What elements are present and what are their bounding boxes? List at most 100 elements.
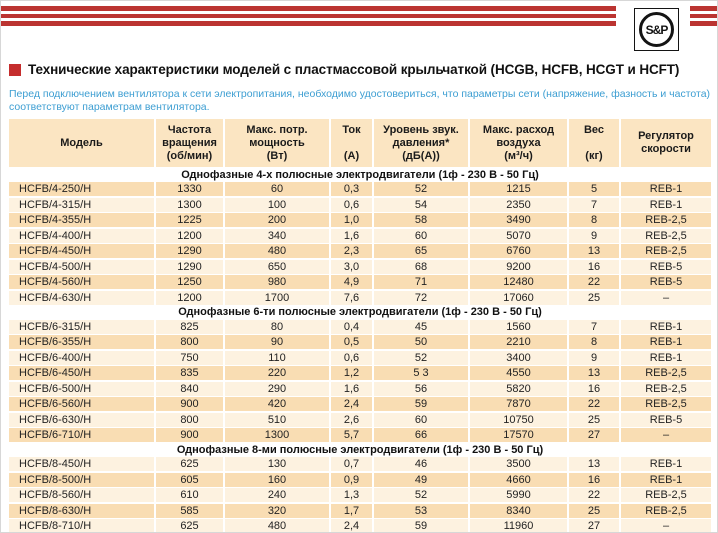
header-cell-line: скорости [641, 143, 691, 155]
value-cell: 9 [569, 228, 619, 243]
value-cell: REB-1 [621, 350, 711, 365]
value-cell: 0,6 [331, 350, 372, 365]
table-row: HCFB/4-500/H 1290 650 3,0 68 9200 16 REB-5 [9, 259, 711, 274]
value-cell: 200 [225, 213, 329, 227]
value-cell: REB-2,5 [621, 213, 711, 227]
value-cell: 2350 [470, 197, 567, 212]
header-cell: Модель [9, 119, 154, 167]
value-cell: 16 [569, 259, 619, 274]
table-row: HCFB/6-500/H 840 290 1,6 56 5820 16 REB-2,5 [9, 381, 711, 396]
value-cell: 900 [156, 428, 223, 442]
value-cell: 510 [225, 412, 329, 427]
value-cell: 6760 [470, 244, 567, 258]
header-cell-line: (кг) [585, 149, 603, 162]
value-cell: REB-2,5 [621, 244, 711, 258]
table-row: HCFB/4-355/H 1225 200 1,0 58 3490 8 REB-2,5 [9, 213, 711, 227]
model-cell: HCFB/4-630/H [9, 290, 154, 305]
section-header: Однофазные 4-х полюсные электродвигатели… [9, 168, 711, 181]
value-cell: 0,3 [331, 182, 372, 196]
value-cell: 1300 [156, 197, 223, 212]
table-row: HCFB/4-560/H 1250 980 4,9 71 12480 22 REB-5 [9, 275, 711, 289]
value-cell: 110 [225, 350, 329, 365]
value-cell: 68 [374, 259, 468, 274]
value-cell: 4550 [470, 366, 567, 380]
value-cell: 58 [374, 213, 468, 227]
value-cell: 980 [225, 275, 329, 289]
value-cell: 7 [569, 197, 619, 212]
value-cell: 1,7 [331, 503, 372, 518]
value-cell: 4,9 [331, 275, 372, 289]
value-cell: 60 [374, 412, 468, 427]
value-cell: 65 [374, 244, 468, 258]
table-row: HCFB/8-450/H 625 130 0,7 46 3500 13 REB-1 [9, 457, 711, 471]
header-cell: Ток (А) [331, 119, 372, 167]
value-cell: 12480 [470, 275, 567, 289]
table-row: HCFB/6-560/H 900 420 2,4 59 7870 22 REB-2,5 [9, 397, 711, 411]
value-cell: 52 [374, 488, 468, 502]
value-cell: 2,6 [331, 412, 372, 427]
value-cell: 2,4 [331, 397, 372, 411]
value-cell: 340 [225, 228, 329, 243]
model-cell: HCFB/8-500/H [9, 472, 154, 487]
value-cell: 1300 [225, 428, 329, 442]
value-cell: 80 [225, 319, 329, 334]
header-cell: Вес (кг) [569, 119, 619, 167]
value-cell: 45 [374, 319, 468, 334]
value-cell: REB-5 [621, 259, 711, 274]
header-cell: Уровень звук. давления* (дБ(А)) [374, 119, 468, 167]
value-cell: 25 [569, 503, 619, 518]
model-cell: HCFB/4-355/H [9, 213, 154, 227]
table-row: HCFB/4-450/H 1290 480 2,3 65 6760 13 REB-2,5 [9, 244, 711, 258]
table-row: HCFB/6-315/H 825 80 0,4 45 1560 7 REB-1 [9, 319, 711, 334]
table-row: HCFB/4-315/H 1300 100 0,6 54 2350 7 REB-1 [9, 197, 711, 212]
header-cell-line: воздуха [496, 136, 541, 149]
sp-logo: S&P [634, 8, 679, 51]
header-cell-line: (Вт) [266, 149, 288, 162]
value-cell: – [621, 290, 711, 305]
value-cell: 835 [156, 366, 223, 380]
header-cell-line: Макс. потр. [246, 123, 308, 136]
value-cell: REB-2,5 [621, 397, 711, 411]
value-cell: 49 [374, 472, 468, 487]
value-cell: 825 [156, 319, 223, 334]
value-cell: 13 [569, 366, 619, 380]
value-cell: 7,6 [331, 290, 372, 305]
value-cell: 1200 [156, 290, 223, 305]
page-title: Технические характеристики моделей с пла… [28, 62, 680, 77]
value-cell: – [621, 428, 711, 442]
model-cell: HCFB/6-355/H [9, 335, 154, 349]
value-cell: 650 [225, 259, 329, 274]
value-cell: 66 [374, 428, 468, 442]
model-cell: HCFB/8-630/H [9, 503, 154, 518]
section-header: Однофазные 8-ми полюсные электродвигател… [9, 443, 711, 456]
value-cell: 11960 [470, 519, 567, 532]
value-cell: 71 [374, 275, 468, 289]
section-header: Однофазные 6-ти полюсные электродвигател… [9, 306, 711, 318]
value-cell: 3490 [470, 213, 567, 227]
table-row: HCFB/6-630/H 800 510 2,6 60 10750 25 REB-5 [9, 412, 711, 427]
top-stripe [1, 6, 717, 11]
header-cell-line: Регулятор [638, 130, 694, 142]
value-cell: 7870 [470, 397, 567, 411]
value-cell: 800 [156, 412, 223, 427]
value-cell: 8340 [470, 503, 567, 518]
value-cell: 1,0 [331, 213, 372, 227]
value-cell: 1700 [225, 290, 329, 305]
top-stripe [1, 21, 717, 26]
value-cell: 2210 [470, 335, 567, 349]
table-row: HCFB/8-560/H 610 240 1,3 52 5990 22 REB-2,5 [9, 488, 711, 502]
value-cell: 750 [156, 350, 223, 365]
value-cell: 53 [374, 503, 468, 518]
value-cell: 27 [569, 428, 619, 442]
value-cell: 27 [569, 519, 619, 532]
value-cell: 59 [374, 397, 468, 411]
value-cell: 800 [156, 335, 223, 349]
header-cell-line: давления* [392, 136, 450, 149]
value-cell: 8 [569, 213, 619, 227]
top-stripe [1, 13, 717, 18]
model-cell: HCFB/4-250/H [9, 182, 154, 196]
value-cell: 1225 [156, 213, 223, 227]
value-cell: 1,3 [331, 488, 372, 502]
value-cell: 5 [569, 182, 619, 196]
